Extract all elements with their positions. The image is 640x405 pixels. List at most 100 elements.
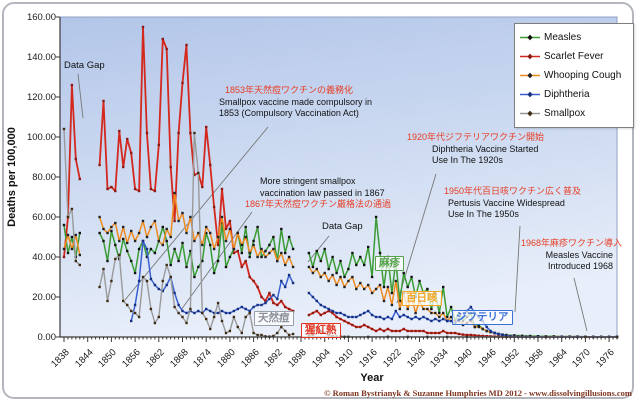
data-point-scarlet-fever — [201, 185, 204, 189]
data-point-scarlet-fever — [268, 291, 271, 295]
data-point-diphtheria — [161, 289, 164, 293]
data-point-scarlet-fever — [169, 165, 172, 169]
annotation-leader-line — [514, 225, 521, 313]
data-point-scarlet-fever — [74, 157, 77, 161]
legend: Measles Scarlet Fever Whooping Cough Diphth… — [514, 23, 634, 128]
data-point-measles — [149, 247, 153, 251]
data-point-whooping-cough — [205, 225, 208, 229]
annotation-leader-line — [396, 173, 437, 304]
data-point-diphtheria — [363, 311, 366, 315]
data-point-scarlet-fever — [141, 25, 145, 29]
annotation-text-jp: 1950年代百日咳ワクチン広く普及 — [444, 186, 582, 196]
data-point-whooping-cough — [398, 307, 401, 311]
data-point-measles — [181, 241, 184, 245]
data-point-scarlet-fever — [256, 285, 259, 289]
data-point-measles — [126, 249, 129, 253]
data-point-whooping-cough — [434, 311, 437, 315]
data-point-scarlet-fever — [244, 259, 247, 263]
data-point-diphtheria — [287, 273, 291, 277]
data-point-whooping-cough — [122, 225, 125, 229]
data-point-whooping-cough — [272, 247, 275, 251]
data-point-whooping-cough — [212, 247, 216, 251]
data-point-measles — [315, 249, 318, 253]
data-point-scarlet-fever — [189, 131, 192, 135]
annotation-text-en: 1853 (Compulsory Vaccination Act) — [219, 108, 359, 118]
data-point-diphtheria — [449, 319, 453, 323]
data-point-whooping-cough — [74, 233, 77, 237]
data-point-diphtheria — [382, 317, 386, 321]
data-point-diphtheria — [264, 301, 267, 305]
legend-label: Scarlet Fever — [544, 51, 604, 62]
data-point-scarlet-fever — [236, 249, 239, 253]
data-point-smallpox — [78, 263, 81, 267]
data-point-scarlet-fever — [193, 173, 196, 177]
annotation-text-en: Smallpox vaccine made compulsory in — [219, 96, 373, 107]
data-point-whooping-cough — [236, 231, 239, 235]
data-point-whooping-cough — [165, 227, 168, 231]
y-tick-label: 20.00 — [32, 292, 56, 303]
data-point-diphtheria — [145, 247, 149, 251]
data-point-smallpox — [165, 263, 168, 267]
data-point-whooping-cough — [248, 251, 251, 255]
data-point-scarlet-fever — [248, 275, 251, 279]
data-point-diphtheria — [149, 277, 153, 281]
data-point-diphtheria — [307, 291, 311, 295]
data-point-scarlet-fever — [291, 309, 295, 313]
data-point-measles — [430, 307, 433, 311]
data-point-scarlet-fever — [307, 313, 311, 317]
data-point-measles — [228, 255, 232, 259]
data-point-diphtheria — [469, 305, 473, 309]
data-point-measles — [66, 251, 70, 255]
data-point-scarlet-fever — [434, 331, 437, 335]
y-tick-label: 100.00 — [26, 132, 56, 143]
data-point-whooping-cough — [145, 235, 149, 239]
data-point-scarlet-fever — [212, 205, 216, 209]
annotation-text: Data Gap — [64, 60, 105, 71]
copyright-text: © Roman Bystrianyk & Suzanne Humphries M… — [324, 388, 632, 398]
data-point-smallpox — [153, 321, 157, 325]
data-point-scarlet-fever — [149, 187, 153, 191]
y-tick-label: 140.00 — [26, 52, 56, 63]
data-point-smallpox — [133, 311, 137, 315]
data-point-measles — [173, 247, 176, 251]
data-point-scarlet-fever — [422, 329, 425, 333]
data-point-measles — [130, 259, 133, 263]
data-point-measles — [177, 259, 180, 263]
data-point-diphtheria — [351, 315, 354, 319]
data-point-whooping-cough — [422, 307, 425, 311]
y-tick-label: 0.00 — [37, 332, 57, 343]
annotation-text-jp: 1968年麻疹ワクチン導入 — [520, 238, 622, 248]
data-point-diphtheria — [248, 309, 251, 313]
data-point-diphtheria — [252, 305, 255, 309]
data-point-measles — [335, 271, 338, 275]
y-tick-label: 120.00 — [26, 92, 56, 103]
data-point-diphtheria — [260, 303, 263, 307]
data-point-measles — [268, 243, 271, 247]
data-point-whooping-cough — [390, 303, 394, 307]
data-point-whooping-cough — [197, 231, 200, 235]
data-point-measles — [161, 225, 164, 229]
data-point-diphtheria — [347, 315, 350, 319]
data-point-whooping-cough — [106, 231, 109, 235]
data-point-smallpox — [181, 315, 184, 319]
data-point-smallpox — [201, 311, 204, 315]
data-point-whooping-cough — [284, 263, 287, 267]
data-point-scarlet-fever — [355, 325, 358, 329]
data-point-measles — [78, 231, 81, 235]
data-point-scarlet-fever — [370, 327, 374, 331]
data-point-scarlet-fever — [406, 329, 409, 333]
data-point-diphtheria — [228, 311, 232, 315]
data-point-measles — [272, 235, 275, 239]
data-point-smallpox — [137, 315, 141, 319]
data-point-scarlet-fever — [402, 327, 405, 331]
data-point-diphtheria — [165, 283, 168, 287]
data-point-diphtheria — [193, 311, 196, 315]
data-point-smallpox — [287, 333, 291, 337]
data-point-scarlet-fever — [106, 187, 109, 191]
annotation-data-gap-2: Data Gap — [322, 221, 363, 233]
data-point-measles — [260, 255, 263, 259]
data-point-diphtheria — [276, 297, 279, 301]
data-point-whooping-cough — [62, 247, 66, 251]
data-point-smallpox — [177, 311, 180, 315]
annotation-pertussis-vaccine: 1950年代百日咳ワクチン広く普及 Pertusis Vaccine Wides… — [444, 186, 581, 221]
